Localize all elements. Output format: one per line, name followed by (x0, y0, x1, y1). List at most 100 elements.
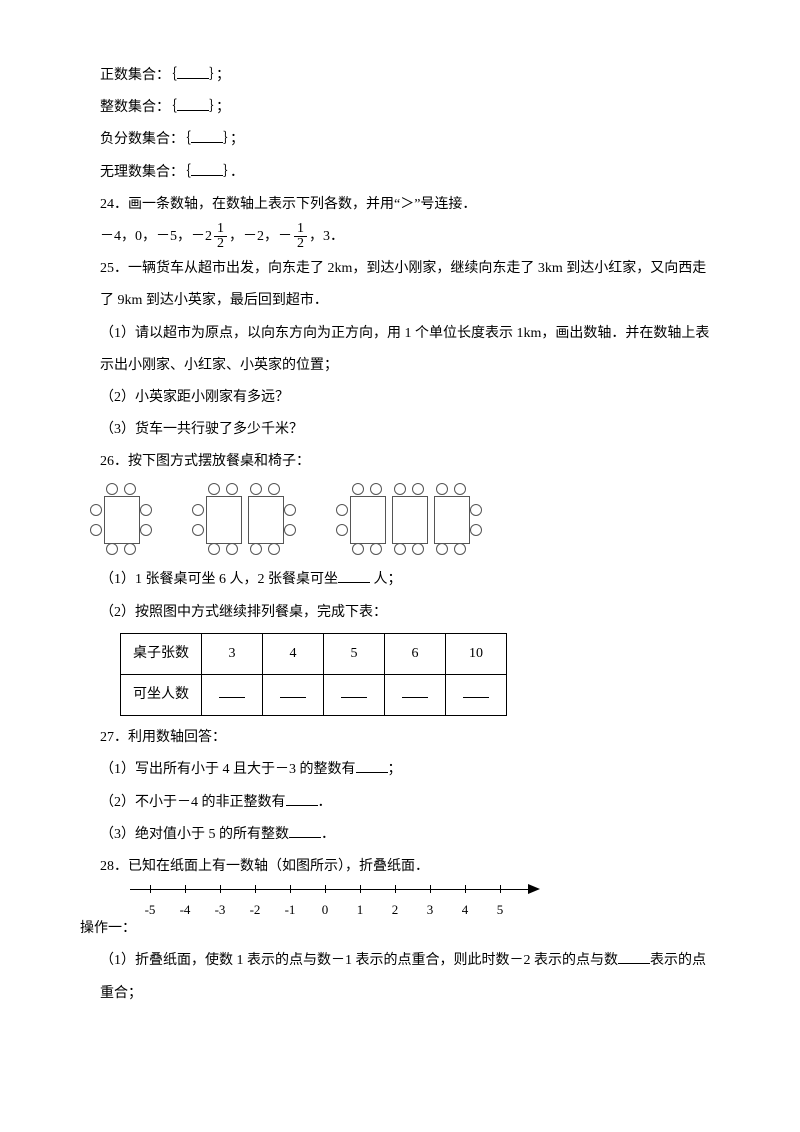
q25-p1a: （1）请以超市为原点，以向东方向为正方向，用 1 个单位长度表示 1km，画出数… (100, 318, 720, 350)
blank (402, 683, 428, 698)
q28-head: 28．已知在纸面上有一数轴（如图所示），折叠纸面． (100, 851, 720, 883)
table-group-2 (202, 484, 286, 554)
chair-icon (226, 483, 238, 495)
tick (290, 885, 291, 893)
text: （3）绝对值小于 5 的所有整数 (100, 827, 289, 842)
cell: 5 (324, 633, 385, 674)
text: （1）1 张餐桌可坐 6 人，2 张餐桌可坐 (100, 572, 338, 587)
cell: 3 (202, 633, 263, 674)
q25-p3: （3）货车一共行驶了多少千米？ (100, 414, 720, 446)
chair-icon (226, 543, 238, 555)
q27-p2: （2）不小于－4 的非正整数有 ． (100, 787, 720, 819)
chair-icon (250, 483, 262, 495)
tick-label: -4 (180, 895, 191, 925)
set-irrational: 无理数集合：｛｝． (100, 157, 720, 189)
chair-icon (454, 483, 466, 495)
tick-label: 0 (322, 895, 329, 925)
blank (341, 683, 367, 698)
tick-label: -2 (250, 895, 261, 925)
text: ． (318, 795, 332, 810)
axis-line (130, 889, 530, 890)
q27-p1: （1）写出所有小于 4 且大于－3 的整数有； (100, 754, 720, 786)
tick-label: 2 (392, 895, 399, 925)
q27-head: 27．利用数轴回答： (100, 722, 720, 754)
tick (395, 885, 396, 893)
fraction: 12 (214, 222, 227, 251)
chair-icon (370, 483, 382, 495)
chair-icon (436, 543, 448, 555)
chair-icon (268, 483, 280, 495)
chair-icon (336, 504, 348, 516)
cell (202, 675, 263, 716)
chair-icon (394, 543, 406, 555)
chair-icon (208, 543, 220, 555)
chair-icon (140, 504, 152, 516)
table-unit (388, 484, 430, 554)
blank (286, 791, 318, 806)
cell: 10 (446, 633, 507, 674)
chair-icon (268, 543, 280, 555)
blank (177, 96, 209, 111)
table-unit (100, 484, 142, 554)
table-rect (206, 496, 242, 544)
blank (618, 949, 650, 964)
blank (289, 823, 321, 838)
q28-p1: （1）折叠纸面，使数 1 表示的点与数－1 表示的点重合，则此时数－2 表示的点… (100, 945, 720, 977)
text: ，－2，－ (229, 229, 292, 244)
tick (325, 885, 326, 893)
table-group-3 (346, 484, 472, 554)
number-line-svg: -5-4-3-2-1012345 (130, 883, 550, 913)
chair-icon (336, 524, 348, 536)
chair-icon (106, 543, 118, 555)
number-line: -5-4-3-2-1012345 (130, 883, 720, 913)
tick (255, 885, 256, 893)
chair-icon (370, 543, 382, 555)
tick (465, 885, 466, 893)
text: 表示的点 (650, 953, 706, 968)
chair-icon (208, 483, 220, 495)
close: ｝； (209, 68, 230, 83)
chair-icon (90, 504, 102, 516)
table-rect (392, 496, 428, 544)
cell: 桌子张数 (121, 633, 202, 674)
blank (219, 683, 245, 698)
chair-icon (394, 483, 406, 495)
blank (280, 683, 306, 698)
table-row: 桌子张数 3 4 5 6 10 (121, 633, 507, 674)
table-rect (104, 496, 140, 544)
tick-label: 1 (357, 895, 364, 925)
q28-p1c: 重合； (100, 978, 720, 1010)
chair-icon (140, 524, 152, 536)
cell: 可坐人数 (121, 675, 202, 716)
page-content: 正数集合：｛｝； 整数集合：｛｝； 负分数集合：｛｝； 无理数集合：｛｝． 24… (0, 0, 800, 1050)
table-unit (202, 484, 244, 554)
tick (220, 885, 221, 893)
tick (150, 885, 151, 893)
q26-p2: （2）按照图中方式继续排列餐桌，完成下表： (100, 597, 720, 629)
chair-icon (454, 543, 466, 555)
text: 人； (370, 572, 402, 587)
set-integer: 整数集合：｛｝； (100, 92, 720, 124)
tick-label: 4 (462, 895, 469, 925)
table-rect (434, 496, 470, 544)
cell: 6 (385, 633, 446, 674)
text: （2）不小于－4 的非正整数有 (100, 795, 286, 810)
tick (500, 885, 501, 893)
chair-icon (124, 483, 136, 495)
table-row: 可坐人数 (121, 675, 507, 716)
close: ｝； (209, 100, 230, 115)
arrow-icon (528, 884, 540, 894)
blank (356, 758, 388, 773)
tick (360, 885, 361, 893)
chair-icon (436, 483, 448, 495)
table-unit (244, 484, 286, 554)
text: －4，0，－5，－2 (100, 229, 212, 244)
tick (430, 885, 431, 893)
chair-icon (352, 543, 364, 555)
cell: 4 (263, 633, 324, 674)
close: ｝． (223, 165, 244, 180)
q26-p1: （1）1 张餐桌可坐 6 人，2 张餐桌可坐 人； (100, 564, 720, 596)
label: 负分数集合：｛ (100, 132, 191, 147)
set-negfrac: 负分数集合：｛｝； (100, 124, 720, 156)
q24-head: 24．画一条数轴，在数轴上表示下列各数，并用“＞”号连接． (100, 189, 720, 221)
